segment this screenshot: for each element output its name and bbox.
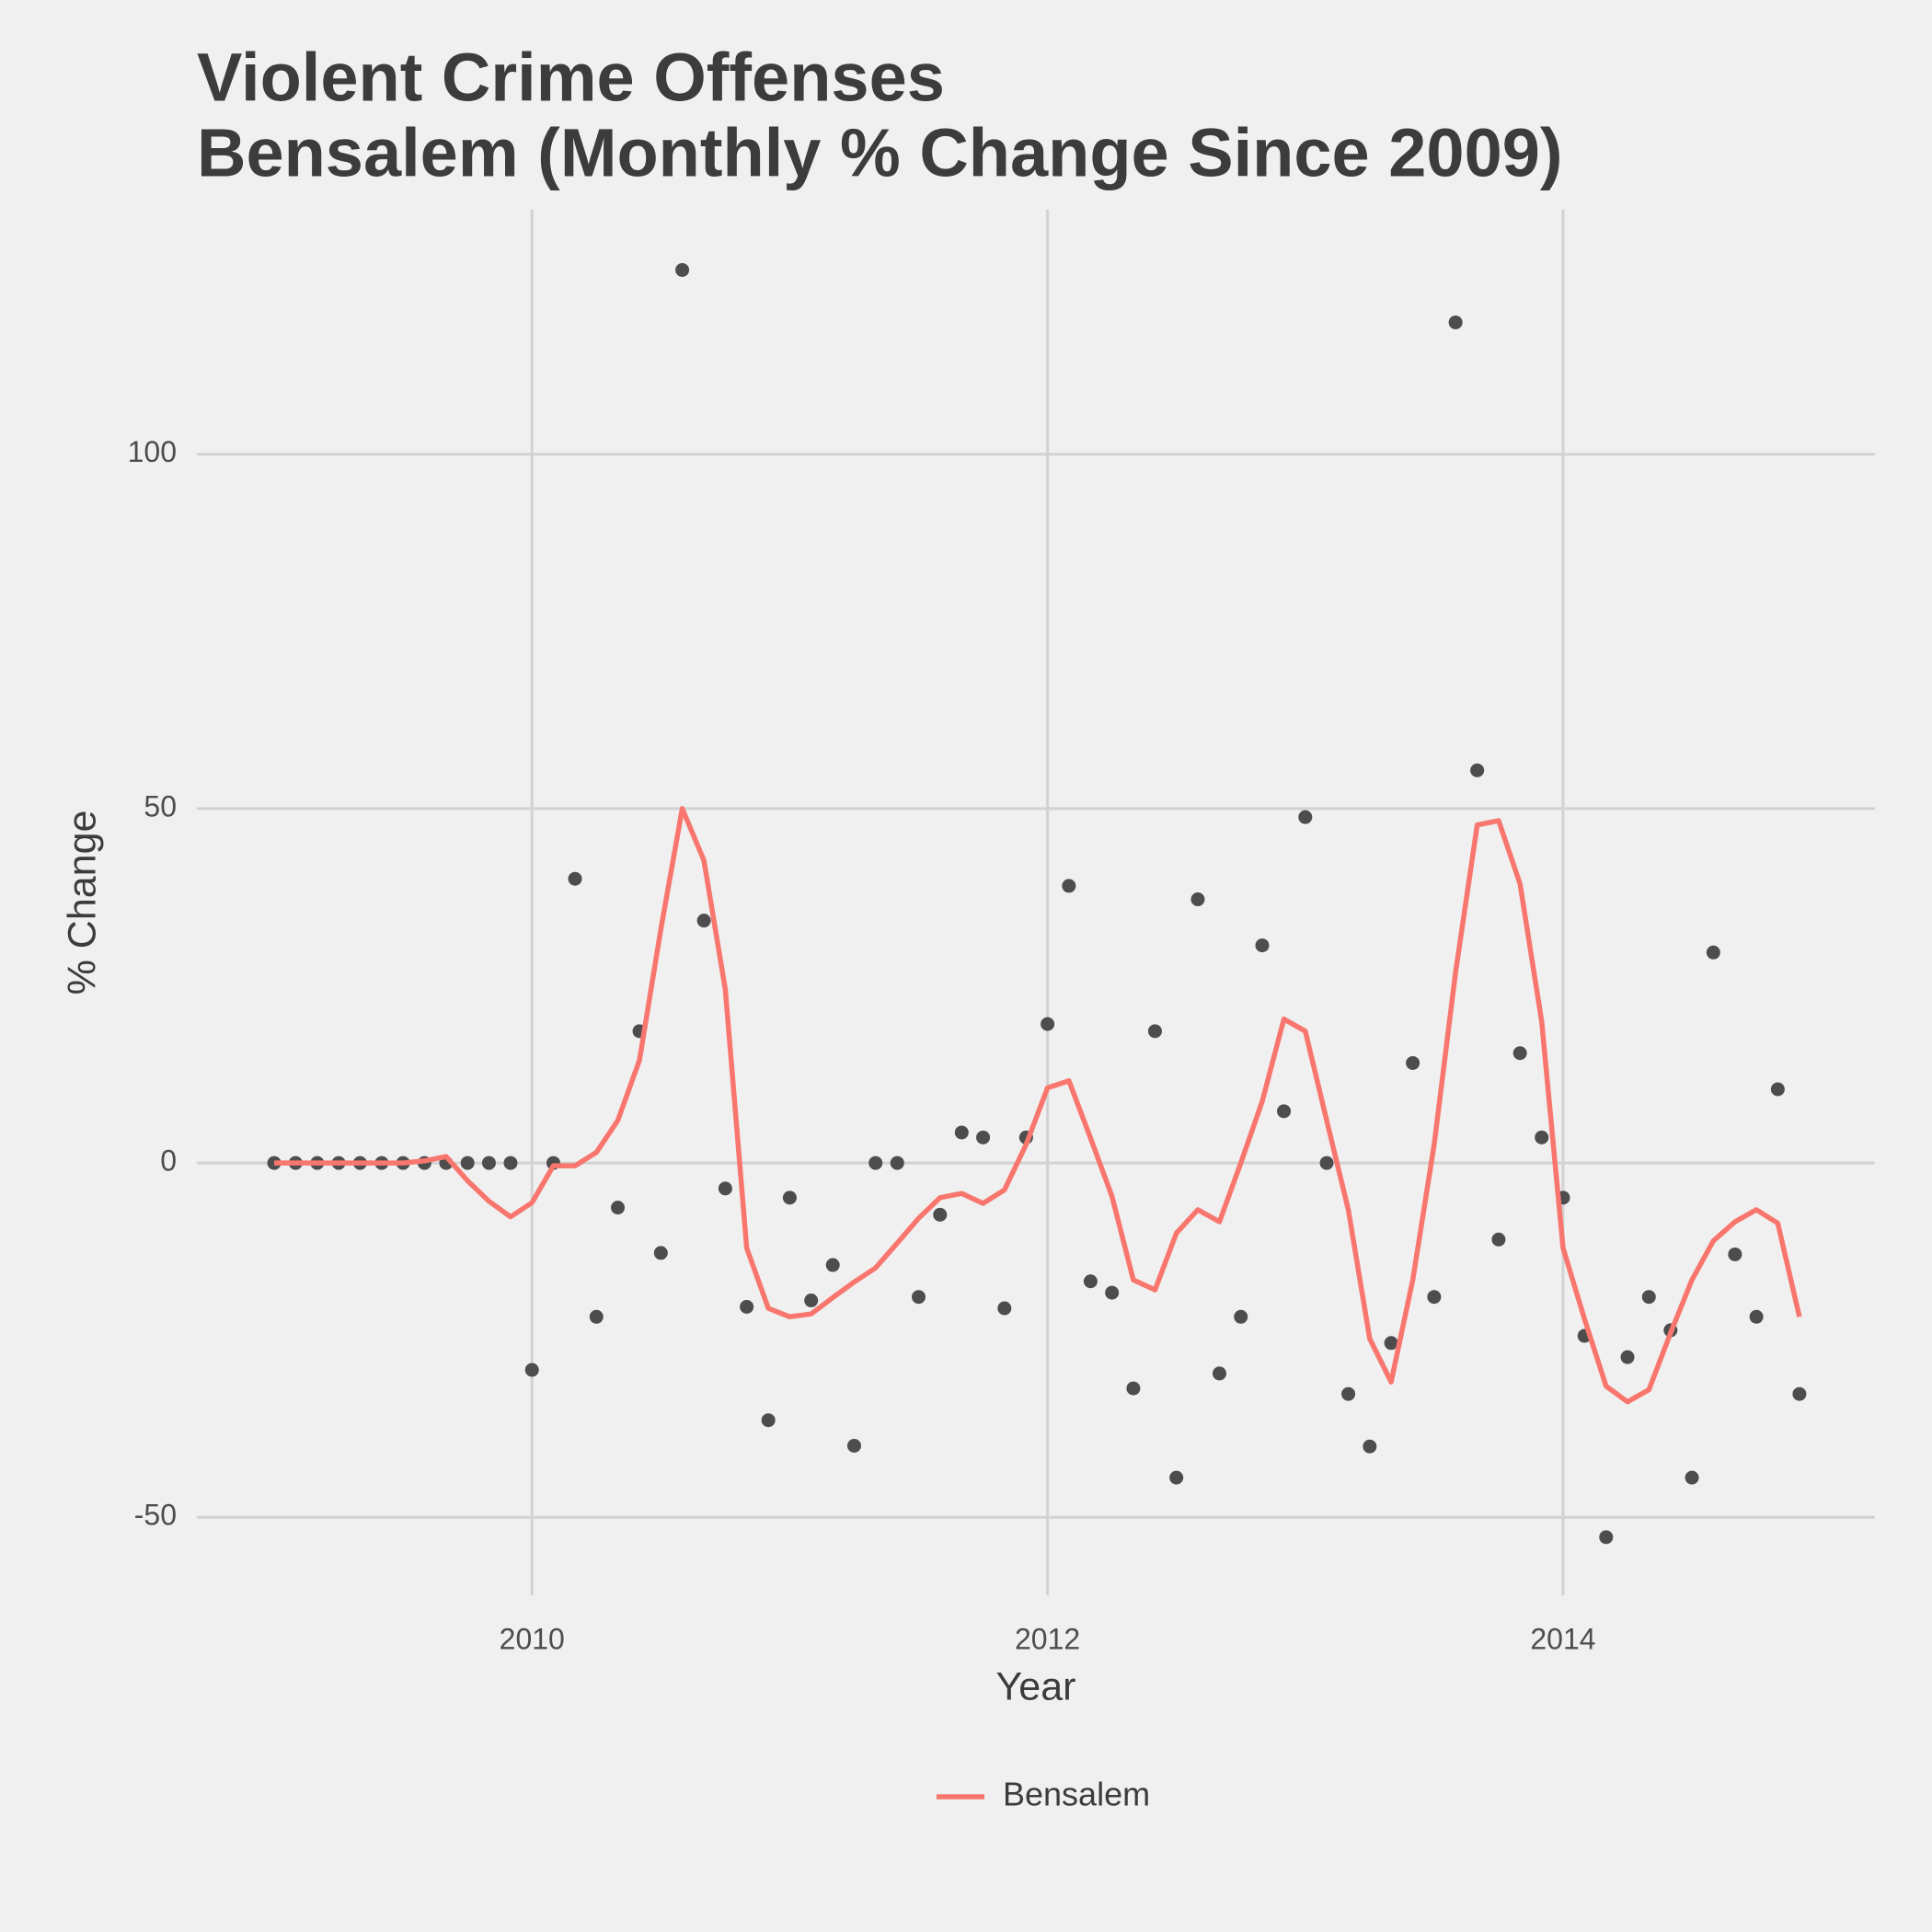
chart-subtitle: Bensalem (Monthly % Change Since 2009) (197, 115, 1563, 191)
data-point (1384, 1336, 1398, 1351)
data-point (825, 1258, 840, 1272)
data-point (1792, 1386, 1807, 1401)
data-point (1319, 1156, 1334, 1170)
legend: Bensalem (937, 1776, 1150, 1813)
data-point (1277, 1104, 1292, 1119)
data-point (740, 1299, 754, 1314)
y-tick-label: 100 (128, 435, 177, 468)
data-point (1212, 1366, 1226, 1381)
x-tick-label: 2010 (500, 1622, 565, 1655)
data-point (568, 871, 582, 886)
data-point (1190, 892, 1205, 907)
data-point (1620, 1350, 1635, 1364)
data-point (997, 1301, 1012, 1316)
data-point (1728, 1247, 1742, 1261)
data-point (912, 1290, 926, 1305)
trend-line (274, 806, 1802, 1405)
data-point (761, 1413, 776, 1428)
data-point (481, 1156, 496, 1170)
data-point (1599, 1530, 1614, 1545)
data-point (460, 1156, 475, 1170)
data-point (1491, 1232, 1506, 1247)
data-point (890, 1156, 904, 1170)
data-point (933, 1207, 948, 1222)
y-tick-label: 50 (144, 789, 177, 822)
data-point (1234, 1309, 1248, 1324)
data-point (1685, 1470, 1699, 1485)
y-tick-label: -50 (134, 1499, 177, 1532)
data-point (1706, 945, 1720, 960)
data-point (1147, 1024, 1162, 1039)
data-point (589, 1309, 604, 1324)
data-point (1427, 1290, 1442, 1305)
legend-label: Bensalem (1003, 1776, 1150, 1813)
data-point (1749, 1309, 1764, 1324)
data-point (1062, 879, 1076, 893)
data-point (1105, 1285, 1120, 1300)
data-point (1512, 1046, 1527, 1061)
data-point (1406, 1055, 1420, 1070)
data-point (611, 1201, 626, 1215)
data-point (503, 1156, 518, 1170)
data-point (954, 1125, 969, 1140)
data-point (846, 1438, 861, 1453)
x-axis-title: Year (996, 1664, 1076, 1708)
data-point (1641, 1290, 1656, 1305)
data-point (1535, 1130, 1549, 1144)
data-point (1083, 1274, 1098, 1289)
data-point (1041, 1017, 1055, 1031)
data-point (653, 1246, 668, 1260)
x-tick-label: 2012 (1015, 1622, 1080, 1655)
data-point (1255, 938, 1270, 953)
data-point (675, 262, 690, 277)
data-point (1363, 1439, 1377, 1454)
data-point (718, 1181, 732, 1196)
data-point (1341, 1386, 1356, 1401)
data-point (524, 1363, 539, 1377)
data-point (1770, 1082, 1785, 1097)
x-tick-label: 2014 (1530, 1622, 1595, 1655)
data-point (1126, 1381, 1141, 1396)
chart-title: Violent Crime Offenses (197, 40, 945, 116)
plot-area (267, 262, 1807, 1545)
data-point (1470, 763, 1485, 777)
data-point (1298, 810, 1313, 824)
data-point (1169, 1470, 1184, 1485)
data-point (804, 1294, 819, 1308)
data-point (976, 1130, 991, 1144)
data-point (782, 1190, 797, 1205)
y-axis-title: % Change (60, 811, 104, 995)
data-point (868, 1156, 883, 1170)
data-point (267, 1156, 282, 1170)
y-tick-label: 0 (160, 1144, 177, 1178)
grid: -50 0 50 100 2010 2012 2014 (128, 210, 1875, 1655)
data-point (1448, 315, 1463, 329)
data-point (696, 914, 711, 928)
